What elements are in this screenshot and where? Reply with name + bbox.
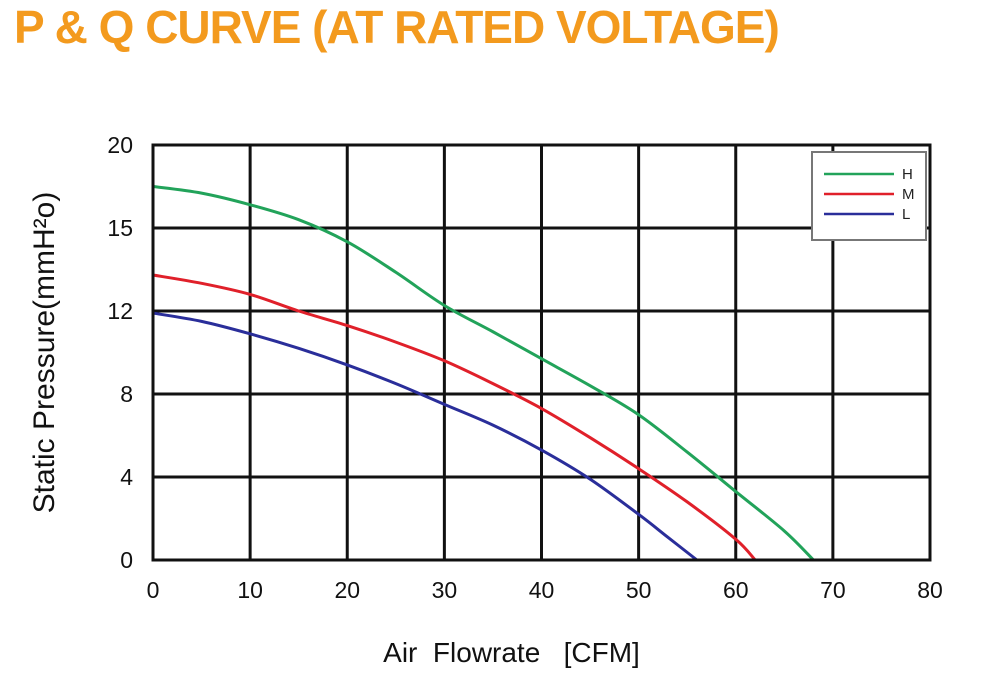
x-tick-label: 40 <box>529 577 555 603</box>
series-line-m <box>152 273 757 562</box>
series-lines <box>152 185 815 562</box>
legend-label-l: L <box>902 206 910 223</box>
y-tick-label: 0 <box>120 547 133 573</box>
y-tick-label: 15 <box>107 215 133 241</box>
x-tick-label: 70 <box>820 577 846 603</box>
x-tick-label: 10 <box>237 577 263 603</box>
legend-box <box>811 151 927 241</box>
chart-title: P & Q CURVE (AT RATED VOLTAGE) <box>14 1 780 53</box>
y-axis-label: Static Pressure(mmH²o) <box>28 192 61 514</box>
series-line-h <box>152 185 815 562</box>
y-tick-label: 4 <box>120 464 133 490</box>
x-tick-label: 20 <box>334 577 360 603</box>
y-tick-label: 8 <box>120 381 133 407</box>
x-axis-label: Air Flowrate [CFM] <box>383 637 640 668</box>
y-tick-label: 12 <box>107 298 133 324</box>
x-tick-label: 60 <box>723 577 749 603</box>
x-tick-label: 0 <box>147 577 160 603</box>
tick-labels: 0 10 20 30 40 50 60 70 80 0 4 8 12 15 20 <box>107 132 942 603</box>
plot-border <box>151 143 932 562</box>
y-tick-label: 20 <box>107 132 133 158</box>
x-tick-label: 50 <box>626 577 652 603</box>
series-line-l <box>152 311 698 562</box>
legend: HML <box>811 151 927 241</box>
x-tick-label: 30 <box>432 577 458 603</box>
x-tick-label: 80 <box>917 577 943 603</box>
legend-label-m: M <box>902 186 915 203</box>
legend-label-h: H <box>902 166 913 183</box>
